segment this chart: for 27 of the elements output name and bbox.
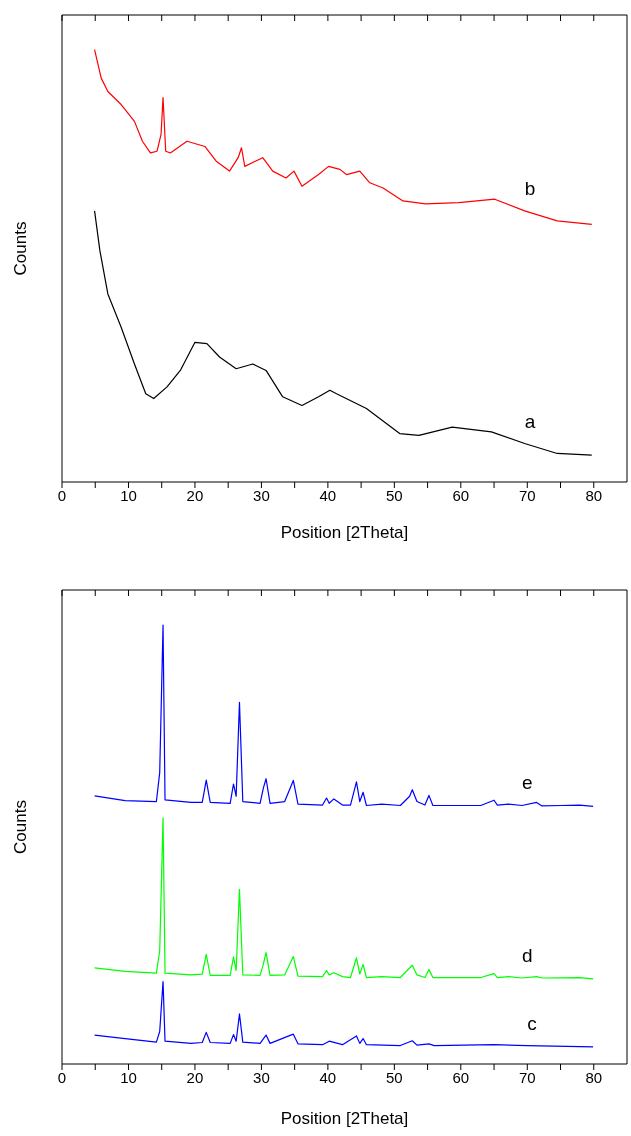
series-label: a — [524, 410, 536, 432]
x-tick-label: 70 — [518, 486, 536, 504]
x-tick-label: 50 — [386, 1068, 403, 1086]
series-label: b — [524, 177, 536, 199]
x-tick-label: 20 — [186, 486, 204, 504]
x-tick-label: 70 — [518, 1068, 536, 1086]
x-tick-label: 40 — [319, 1068, 337, 1086]
x-tick-label: 0 — [57, 1068, 67, 1086]
x-tick-label: 60 — [452, 1068, 470, 1086]
x-axis-title: Position [2Theta] — [280, 523, 409, 542]
series-label: e — [521, 772, 533, 794]
y-axis-title: Counts — [11, 221, 31, 276]
x-tick-label: 80 — [585, 1068, 603, 1086]
x-tick-label: 60 — [452, 486, 470, 504]
y-axis-title: Counts — [11, 800, 31, 854]
x-tick-label: 80 — [585, 486, 603, 504]
x-tick-label: 20 — [186, 1068, 204, 1086]
x-tick-label: 10 — [120, 486, 137, 504]
x-tick-label: 40 — [319, 486, 337, 504]
x-tick-label: 50 — [386, 486, 403, 504]
series-label: d — [521, 944, 533, 966]
x-tick-label: 30 — [253, 486, 270, 504]
x-tick-label: 30 — [253, 1068, 270, 1086]
x-tick-label: 10 — [120, 1068, 137, 1086]
series-label: c — [527, 1012, 537, 1034]
x-tick-label: 0 — [57, 486, 67, 504]
x-axis-title: Position [2Theta] — [280, 1109, 409, 1128]
